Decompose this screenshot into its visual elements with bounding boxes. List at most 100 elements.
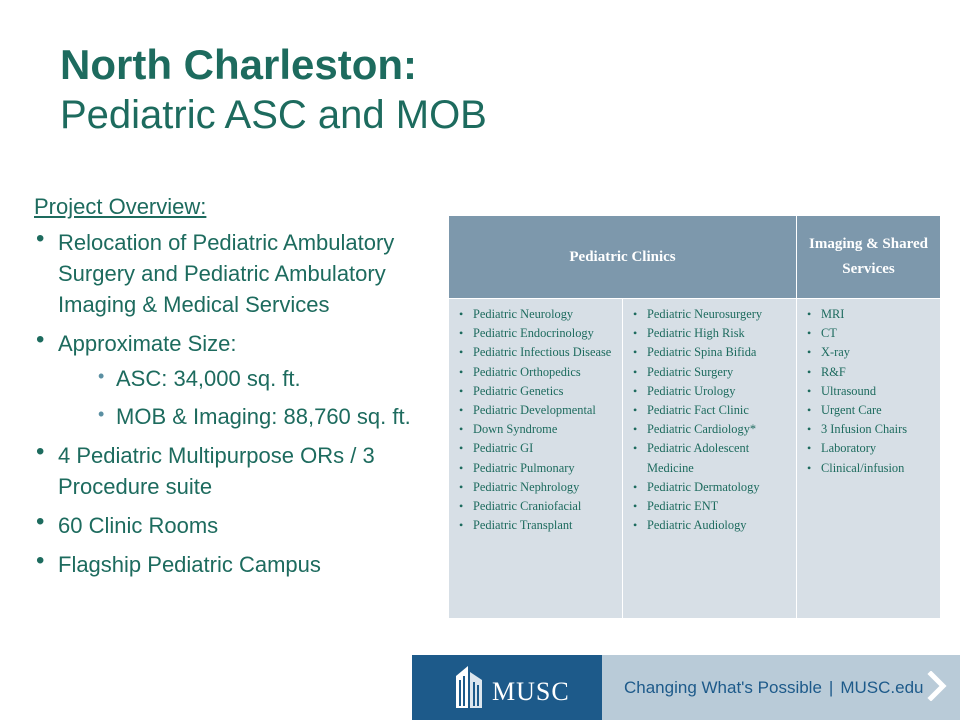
title-line-1: North Charleston: (60, 41, 417, 88)
service-item: • Pediatric Craniofacial (453, 497, 618, 516)
bullet-icon: • (807, 460, 812, 475)
bullet-icon: • (807, 383, 812, 398)
slide-title: North Charleston: Pediatric ASC and MOB (60, 40, 920, 140)
service-item-label: MRI (821, 307, 845, 321)
service-item: • Down Syndrome (453, 420, 618, 439)
bullet-icon: • (459, 499, 464, 514)
service-item: • Pediatric Endocrinology (453, 324, 618, 343)
imaging-list: • MRI • CT • X-ray • R&F • Ultrasound • Urgent Care… (801, 305, 936, 478)
bullet-icon: • (459, 326, 464, 341)
clinic-list: • Pediatric Neurology • Pediatric Endocrino… (453, 305, 618, 535)
service-item: • 3 Infusion Chairs (801, 420, 936, 439)
building-icon (456, 666, 482, 708)
bullet-icon: • (807, 345, 812, 360)
service-item: • Pediatric Surgery (627, 363, 792, 382)
overview-bullet: • Relocation of Pediatric Ambulatory Sur… (36, 225, 395, 317)
service-item: • CT (801, 324, 936, 343)
musc-logo-block: MUSC (412, 655, 602, 720)
project-overview: Project Overview: • Relocation of Pediat… (34, 193, 419, 588)
service-item-label: Pediatric ENT (647, 499, 719, 514)
service-item-label: X-ray (821, 345, 850, 360)
service-item-label: Pediatric Orthopedics (473, 364, 581, 379)
service-item-label: Pediatric Surgery (647, 364, 734, 379)
service-item-label: R&F (821, 364, 846, 379)
service-item: • Pediatric Infectious Disease (453, 343, 618, 362)
overview-bullet: • 60 Clinic Rooms (36, 508, 219, 538)
service-item: • Pediatric Audiology (627, 516, 792, 535)
bullet-icon: • (459, 422, 464, 437)
tagline-separator: | (828, 678, 834, 697)
service-item-label: Pediatric Neurology (473, 307, 574, 321)
service-item: • Pediatric Developmental (453, 401, 618, 420)
bullet-icon: • (633, 499, 638, 514)
bullet-icon: • (633, 441, 638, 456)
overview-heading: Project Overview: (34, 194, 207, 219)
bullet-icon: • (633, 479, 638, 494)
service-item: • Pediatric Urology (627, 382, 792, 401)
bullet-icon: • (633, 326, 638, 341)
bullet-icon: • (807, 326, 812, 341)
service-item: • Pediatric Neurology (453, 305, 618, 324)
bullet-icon: • (633, 422, 638, 437)
service-item: • R&F (801, 363, 936, 382)
chevron-right-icon[interactable] (926, 671, 948, 701)
service-item-label: CT (821, 326, 837, 341)
service-item-label: Pediatric Neurosurgery (647, 307, 763, 321)
service-item: • Pediatric ENT (627, 497, 792, 516)
bullet-icon: • (459, 403, 464, 418)
services-table: Pediatric Clinics Imaging & Shared Servi… (447, 215, 942, 619)
bullet-icon: • (459, 307, 464, 321)
service-item: • Pediatric Fact Clinic (627, 401, 792, 420)
overview-list: • Relocation of Pediatric Ambulatory Sur… (34, 225, 419, 580)
bullet-icon: • (36, 326, 45, 353)
overview-bullet: • 4 Pediatric Multipurpose ORs / 3 Proce… (36, 438, 375, 499)
bullet-icon: • (36, 547, 45, 574)
bullet-icon: • (807, 422, 812, 437)
service-item: • Pediatric Genetics (453, 382, 618, 401)
service-item: • Clinical/infusion (801, 459, 936, 478)
service-item: • Pediatric Dermatology (627, 478, 792, 497)
imaging-column: • MRI • CT • X-ray • R&F • Ultrasound • Urgent Care… (796, 298, 942, 619)
header-imaging-shared-services: Imaging & Shared Services (796, 215, 942, 299)
bullet-icon: • (807, 307, 812, 321)
musc-url[interactable]: MUSC.edu (840, 678, 924, 697)
service-item: • Pediatric High Risk (627, 324, 792, 343)
service-item-label: Pediatric Adolescent Medicine (647, 441, 750, 475)
size-sublist: • ASC: 34,000 sq. ft. • MOB & Imaging: 8… (58, 363, 419, 432)
service-item: • Pediatric Transplant (453, 516, 618, 535)
service-item-label: Pediatric Nephrology (473, 479, 580, 494)
musc-logo-text: MUSC (492, 677, 570, 706)
service-item-label: Pediatric High Risk (647, 326, 745, 341)
clinics-column-1: • Pediatric Neurology • Pediatric Endocrino… (448, 298, 623, 619)
service-item: • Urgent Care (801, 401, 936, 420)
service-item: • Pediatric Orthopedics (453, 363, 618, 382)
service-item-label: Clinical/infusion (821, 460, 905, 475)
service-item-label: Pediatric Urology (647, 383, 736, 398)
bullet-icon: • (459, 383, 464, 398)
bullet-icon: • (633, 307, 638, 321)
bullet-icon: • (807, 364, 812, 379)
bullet-icon: • (633, 403, 638, 418)
bullet-icon: • (633, 518, 638, 533)
bullet-icon: • (633, 345, 638, 360)
bullet-icon: • (459, 460, 464, 475)
service-item-label: Pediatric Genetics (473, 383, 564, 398)
service-item-label: Pediatric Fact Clinic (647, 403, 749, 418)
service-item-label: Urgent Care (821, 403, 882, 418)
bullet-icon: • (459, 479, 464, 494)
service-item-label: Pediatric GI (473, 441, 534, 456)
sub-bullet-icon: • (98, 404, 105, 424)
service-item-label: Ultrasound (821, 383, 877, 398)
bullet-icon: • (633, 383, 638, 398)
service-item: • Pediatric GI (453, 439, 618, 458)
service-item: • Pediatric Adolescent Medicine (627, 439, 792, 477)
service-item-label: Pediatric Developmental (473, 403, 596, 418)
service-item-label: Pediatric Pulmonary (473, 460, 575, 475)
service-item-label: Pediatric Infectious Disease (473, 345, 612, 360)
service-item: • MRI (801, 305, 936, 324)
service-item-label: Pediatric Endocrinology (473, 326, 594, 341)
service-item-label: Down Syndrome (473, 422, 558, 437)
service-item: • Laboratory (801, 439, 936, 458)
service-item: • Pediatric Pulmonary (453, 459, 618, 478)
service-item-label: Pediatric Spina Bifida (647, 345, 757, 360)
